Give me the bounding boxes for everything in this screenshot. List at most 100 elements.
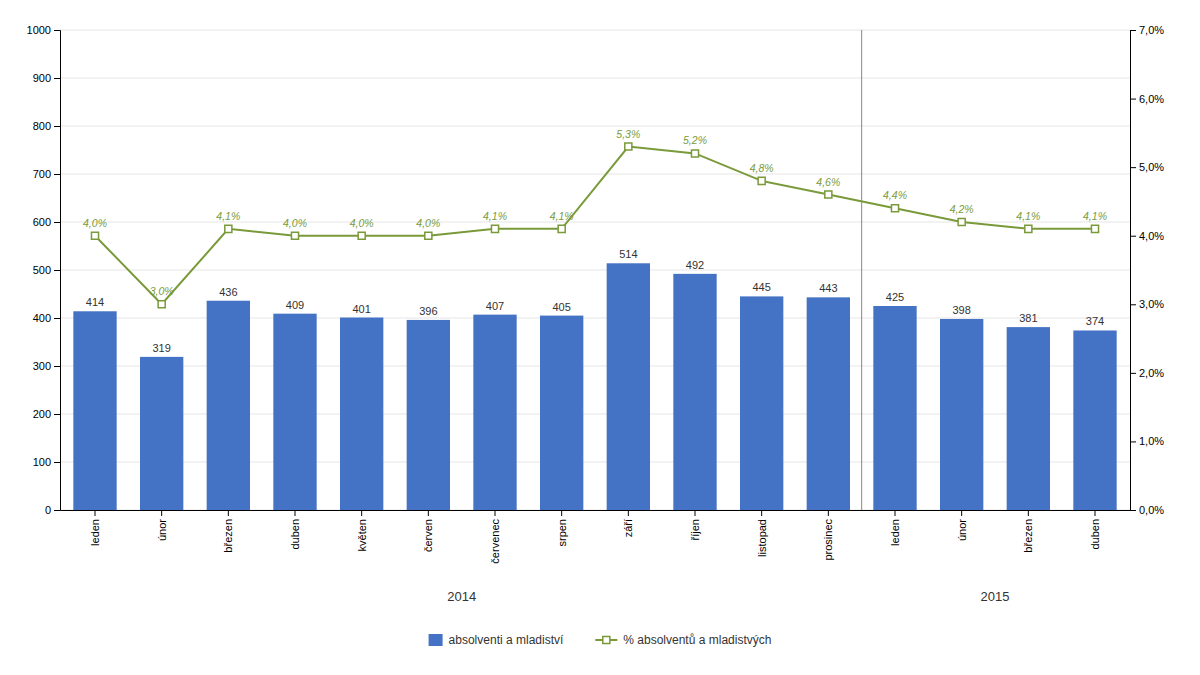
tick: srpen	[556, 510, 568, 547]
data-label: 398	[952, 304, 970, 316]
legend-item: % absolventů a mladistvých	[595, 633, 771, 647]
tick: březen	[222, 510, 234, 553]
plot-root: 010020030040050060070080090010000,0%1,0%…	[27, 24, 1165, 604]
tick-mark	[1130, 99, 1136, 100]
data-label: 374	[1086, 315, 1104, 327]
tick-mark	[54, 414, 60, 415]
tick: leden	[889, 510, 901, 546]
data-label: 4,1%	[1083, 210, 1107, 222]
tick-mark	[1028, 510, 1029, 516]
tick-label: 6,0%	[1139, 93, 1164, 105]
data-label: 381	[1019, 312, 1037, 324]
tick-label: 800	[33, 120, 51, 132]
tick-mark	[54, 78, 60, 79]
tick: 500	[33, 264, 60, 276]
tick-label: leden	[889, 519, 901, 546]
tick-label: leden	[89, 519, 101, 546]
tick-mark	[1130, 30, 1136, 31]
tick-label: 500	[33, 264, 51, 276]
tick-mark	[54, 510, 60, 511]
tick-mark	[1095, 510, 1096, 516]
data-labels: 4143194364094013964074055144924454434253…	[83, 128, 1107, 354]
marker	[291, 232, 298, 239]
data-label: 409	[286, 299, 304, 311]
bar	[1073, 330, 1116, 510]
tick: červen	[422, 510, 434, 552]
marker	[558, 225, 565, 232]
marker	[1091, 225, 1098, 232]
tick: říjen	[689, 510, 701, 540]
data-label: 4,1%	[1016, 210, 1040, 222]
tick-mark	[95, 510, 96, 516]
tick-label: 0,0%	[1139, 504, 1164, 516]
tick: 0,0%	[1130, 504, 1164, 516]
tick: listopad	[756, 510, 768, 557]
tick-label: 7,0%	[1139, 24, 1164, 36]
y-axis: 01002003004005006007008009001000	[27, 24, 61, 516]
tick: červenec	[489, 510, 501, 564]
tick: duben	[289, 510, 301, 550]
axis-line	[1131, 31, 1137, 511]
tick-mark	[895, 510, 896, 516]
tick-label: červenec	[489, 519, 501, 564]
grid-line	[60, 270, 1130, 271]
marker	[158, 301, 165, 308]
tick-label: březen	[222, 519, 234, 553]
bar	[540, 316, 583, 510]
tick-mark	[1130, 167, 1136, 168]
tick: 900	[33, 72, 60, 84]
tick: 2,0%	[1130, 367, 1164, 379]
tick: 6,0%	[1130, 93, 1164, 105]
tick-label: 900	[33, 72, 51, 84]
tick-label: prosinec	[822, 519, 834, 561]
tick-label: říjen	[689, 519, 701, 540]
tick-label: 700	[33, 168, 51, 180]
tick-mark	[1130, 441, 1136, 442]
marker	[891, 205, 898, 212]
data-label: 4,0%	[283, 217, 307, 229]
tick: 5,0%	[1130, 161, 1164, 173]
bar	[607, 263, 650, 510]
tick: únor	[956, 510, 968, 541]
marker	[491, 225, 498, 232]
marker	[825, 191, 832, 198]
data-label: 401	[352, 303, 370, 315]
y2-axis: 0,0%1,0%2,0%3,0%4,0%5,0%6,0%7,0%	[1130, 24, 1164, 516]
tick-label: 1000	[27, 24, 51, 36]
tick-mark	[1130, 510, 1136, 511]
grid-line	[60, 78, 1130, 79]
chart: 010020030040050060070080090010000,0%1,0%…	[0, 0, 1200, 675]
tick-mark	[361, 510, 362, 516]
bar	[473, 315, 516, 510]
tick-mark	[54, 222, 60, 223]
marker	[425, 232, 432, 239]
tick-label: červen	[422, 519, 434, 552]
tick-label: 5,0%	[1139, 161, 1164, 173]
tick-mark	[54, 318, 60, 319]
bar	[807, 297, 850, 510]
data-label: 4,1%	[550, 210, 574, 222]
tick-label: březen	[1022, 519, 1034, 553]
tick: 200	[33, 408, 60, 420]
tick-label: 0	[45, 504, 51, 516]
plot-area	[73, 30, 1116, 510]
tick-label: 1,0%	[1139, 435, 1164, 447]
data-label: 5,2%	[683, 134, 707, 146]
tick: 800	[33, 120, 60, 132]
tick: březen	[1022, 510, 1034, 553]
tick: 7,0%	[1130, 24, 1164, 36]
tick-mark	[961, 510, 962, 516]
legend-marker	[603, 636, 610, 643]
tick-label: 200	[33, 408, 51, 420]
data-label: 443	[819, 282, 837, 294]
tick-label: 2,0%	[1139, 367, 1164, 379]
tick: 0	[45, 504, 60, 516]
data-label: 4,6%	[816, 176, 840, 188]
tick-label: listopad	[756, 519, 768, 557]
data-label: 4,0%	[350, 217, 374, 229]
tick-mark	[54, 174, 60, 175]
tick-label: únor	[156, 519, 168, 541]
line-series	[91, 143, 1098, 308]
tick: 100	[33, 456, 60, 468]
data-label: 4,0%	[416, 217, 440, 229]
